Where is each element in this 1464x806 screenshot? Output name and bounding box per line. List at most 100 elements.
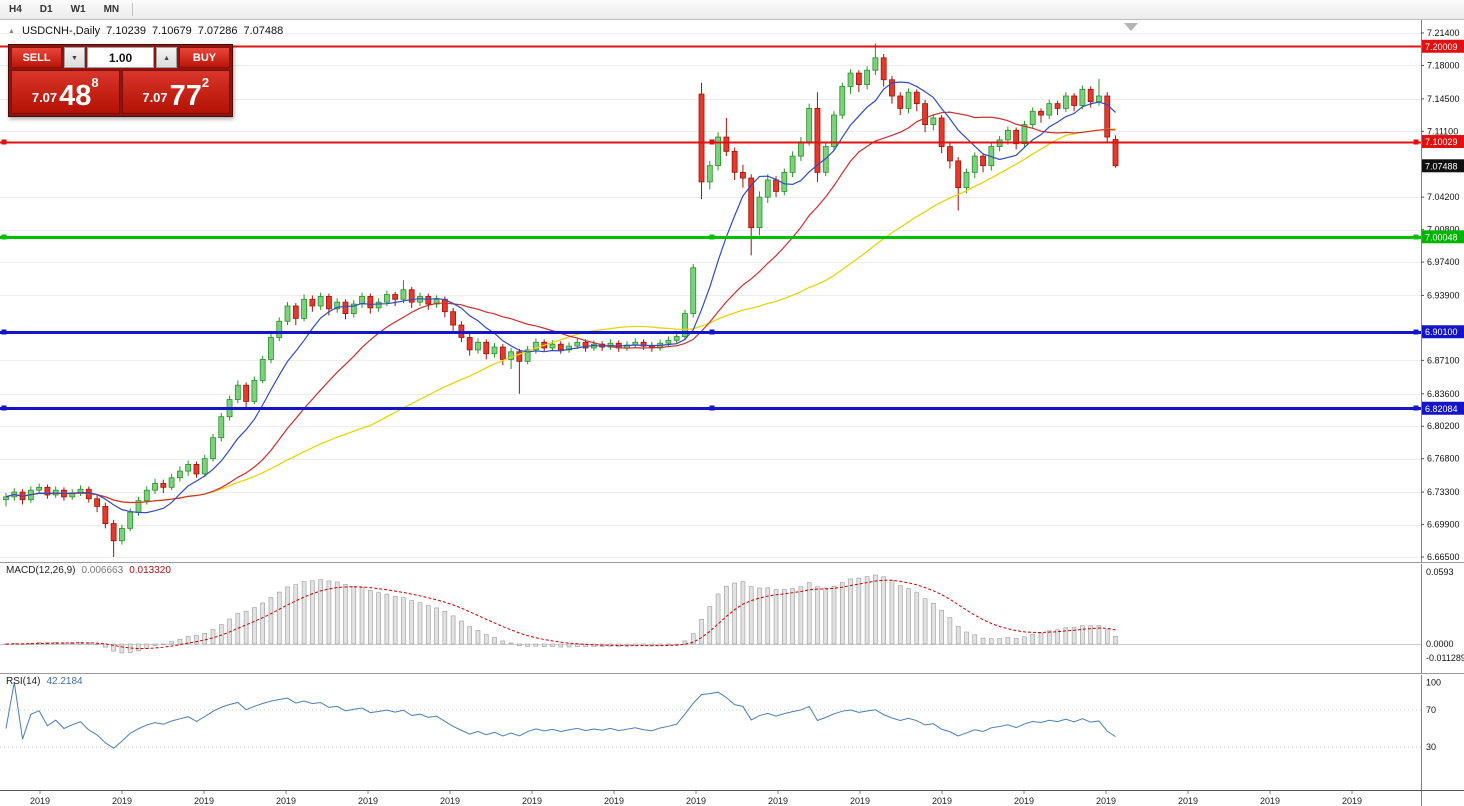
bull-candle	[905, 91, 912, 109]
sell-price-point: 8	[91, 75, 99, 90]
bull-candle	[839, 86, 846, 116]
bull-candle	[185, 464, 192, 472]
bear-candle	[499, 346, 506, 360]
time-axis[interactable]: 2019 2019 2019 2019 2019 2019 2019 2019 2019 2019…	[30, 791, 1362, 806]
rsi-value: 42.2184	[46, 676, 83, 687]
hline-handle[interactable]	[1413, 405, 1419, 411]
timeframe-d1-button[interactable]: D1	[32, 2, 61, 17]
bull-candle	[1004, 129, 1011, 141]
svg-text:6.90100: 6.90100	[1425, 327, 1458, 337]
hline-handle[interactable]	[1413, 234, 1419, 240]
bear-candle	[855, 72, 862, 85]
bull-candle	[268, 337, 274, 360]
bull-candle	[682, 313, 688, 337]
svg-text:7.21400: 7.21400	[1427, 28, 1460, 38]
timeframe-h4-button[interactable]: H4	[1, 2, 30, 17]
hline-handle[interactable]	[709, 329, 715, 335]
timeframe-mn-button[interactable]: MN	[96, 2, 128, 17]
hline-handle[interactable]	[1, 405, 7, 411]
bear-candle	[723, 136, 730, 152]
rsi-indicator-label: RSI(14) 42.2184	[6, 676, 83, 687]
svg-text:7.14500: 7.14500	[1427, 94, 1460, 104]
bear-candle	[94, 498, 100, 507]
hline-handle[interactable]	[1, 234, 7, 240]
hline-handle[interactable]	[1, 139, 7, 145]
trade-panel-controls: SELL ▼ ▲ BUY	[11, 47, 230, 68]
bear-candle	[913, 91, 920, 105]
bull-candle	[797, 141, 804, 157]
volume-decrease-button[interactable]: ▼	[64, 47, 85, 68]
bull-candle	[218, 416, 225, 439]
buy-price-display[interactable]: 7.07 77 2	[121, 70, 230, 114]
bull-candle	[152, 483, 158, 491]
bull-candle	[574, 341, 581, 347]
bull-candle	[301, 298, 307, 319]
sell-price-pips: 48	[59, 80, 92, 113]
volume-increase-button[interactable]: ▲	[156, 47, 177, 68]
bull-candle	[317, 296, 324, 307]
hline-handle[interactable]	[1413, 329, 1419, 335]
hline-handle[interactable]	[709, 234, 715, 240]
bull-candle	[549, 343, 556, 349]
bear-candle	[102, 506, 109, 524]
macd-signal-value: 0.013320	[129, 565, 171, 576]
bull-candle	[1079, 88, 1086, 106]
bear-candle	[1054, 103, 1061, 109]
bear-candle	[980, 155, 986, 167]
toolbar-separator	[132, 3, 134, 16]
svg-text:6.66500: 6.66500	[1427, 552, 1460, 562]
svg-text:2019: 2019	[112, 796, 132, 806]
bear-candle	[889, 79, 895, 97]
bull-candle	[127, 511, 134, 529]
bear-candle	[44, 486, 51, 496]
buy-button[interactable]: BUY	[179, 47, 230, 68]
macd-histogram	[3, 574, 1118, 654]
bull-candle	[375, 301, 382, 309]
sell-button[interactable]: SELL	[11, 47, 62, 68]
hline-handle[interactable]	[709, 405, 715, 411]
buy-price-pips: 77	[169, 80, 202, 113]
bull-candle	[533, 341, 539, 351]
bull-candle	[764, 179, 771, 198]
candlesticks	[3, 43, 1119, 557]
volume-input[interactable]	[86, 47, 155, 68]
buy-price-base: 7.07	[142, 90, 168, 105]
svg-text:7.00048: 7.00048	[1425, 232, 1458, 242]
hline-handle[interactable]	[1, 329, 7, 335]
ma-mid-line	[5, 111, 1116, 504]
svg-text:2019: 2019	[1096, 796, 1116, 806]
svg-text:6.82084: 6.82084	[1425, 404, 1458, 414]
svg-text:2019: 2019	[850, 796, 870, 806]
bull-candle	[251, 380, 258, 402]
bull-candle	[234, 384, 241, 400]
bear-candle	[342, 301, 349, 315]
bull-candle	[1021, 124, 1028, 145]
bull-candle	[1029, 110, 1036, 126]
bear-candle	[922, 103, 928, 126]
svg-text:2019: 2019	[1178, 796, 1198, 806]
bull-candle	[673, 336, 680, 341]
bull-candle	[259, 359, 266, 381]
bear-candle	[938, 117, 945, 147]
timeframe-w1-button[interactable]: W1	[63, 2, 94, 17]
hline-handle[interactable]	[1413, 139, 1419, 145]
bull-candle	[847, 72, 854, 87]
bull-candle	[831, 114, 837, 147]
sell-price-display[interactable]: 7.07 48 8	[11, 70, 120, 114]
bull-candle	[176, 470, 183, 479]
hline-handle[interactable]	[709, 139, 715, 145]
bull-candle	[566, 345, 572, 351]
bear-candle	[814, 108, 821, 173]
bull-candle	[864, 69, 871, 85]
bear-candle	[309, 298, 316, 307]
svg-text:2019: 2019	[604, 796, 624, 806]
buy-price-point: 2	[201, 75, 210, 90]
bear-candle	[740, 171, 746, 179]
bull-candle	[806, 108, 813, 143]
svg-text:6.93900: 6.93900	[1427, 290, 1460, 300]
svg-text:100: 100	[1426, 677, 1441, 687]
bear-candle	[1104, 95, 1111, 138]
bear-candle	[292, 305, 299, 319]
